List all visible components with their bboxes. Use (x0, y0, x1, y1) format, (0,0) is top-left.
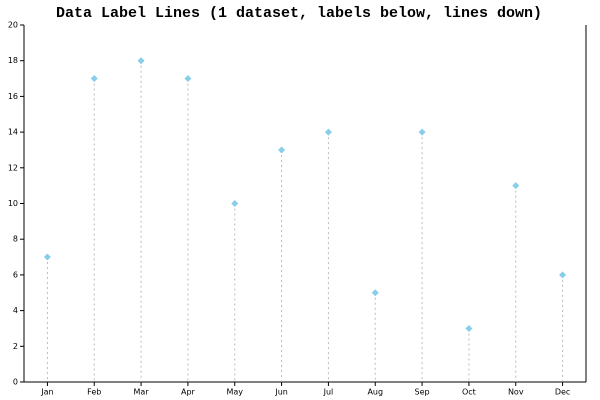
data-point (512, 182, 520, 190)
x-tick-label: Jan (40, 388, 53, 397)
data-point (371, 289, 379, 297)
x-tick-label: Feb (87, 388, 101, 397)
data-point (90, 75, 98, 83)
data-point (465, 324, 473, 332)
data-point (278, 146, 286, 154)
chart-title: Data Label Lines (1 dataset, labels belo… (56, 5, 542, 22)
data-point (324, 128, 332, 136)
y-tick-label: 2 (13, 342, 18, 351)
x-tick-label: Mar (134, 388, 150, 397)
data-point (559, 271, 567, 279)
x-tick-label: Jul (323, 388, 334, 397)
y-tick-label: 14 (8, 128, 18, 137)
x-tick-label: Jun (274, 388, 288, 397)
x-tick-label: Apr (181, 388, 196, 397)
x-tick-label: Sep (415, 388, 430, 397)
data-point (418, 128, 426, 136)
data-point (231, 200, 239, 207)
x-tick-label: Nov (508, 388, 524, 397)
y-tick-label: 10 (8, 199, 18, 208)
y-tick-label: 20 (8, 21, 18, 30)
y-tick-label: 16 (8, 92, 18, 101)
x-tick-label: Aug (367, 388, 383, 397)
y-tick-label: 8 (13, 235, 18, 244)
y-tick-label: 18 (8, 56, 18, 65)
data-point (43, 253, 51, 261)
x-tick-label: Dec (555, 388, 570, 397)
data-point (184, 75, 192, 83)
y-tick-label: 0 (13, 378, 18, 387)
y-tick-label: 4 (13, 306, 18, 315)
y-tick-label: 12 (8, 163, 18, 172)
x-tick-label: Oct (462, 388, 476, 397)
x-tick-label: May (226, 388, 243, 397)
data-point (137, 57, 145, 65)
y-tick-label: 6 (13, 270, 18, 279)
